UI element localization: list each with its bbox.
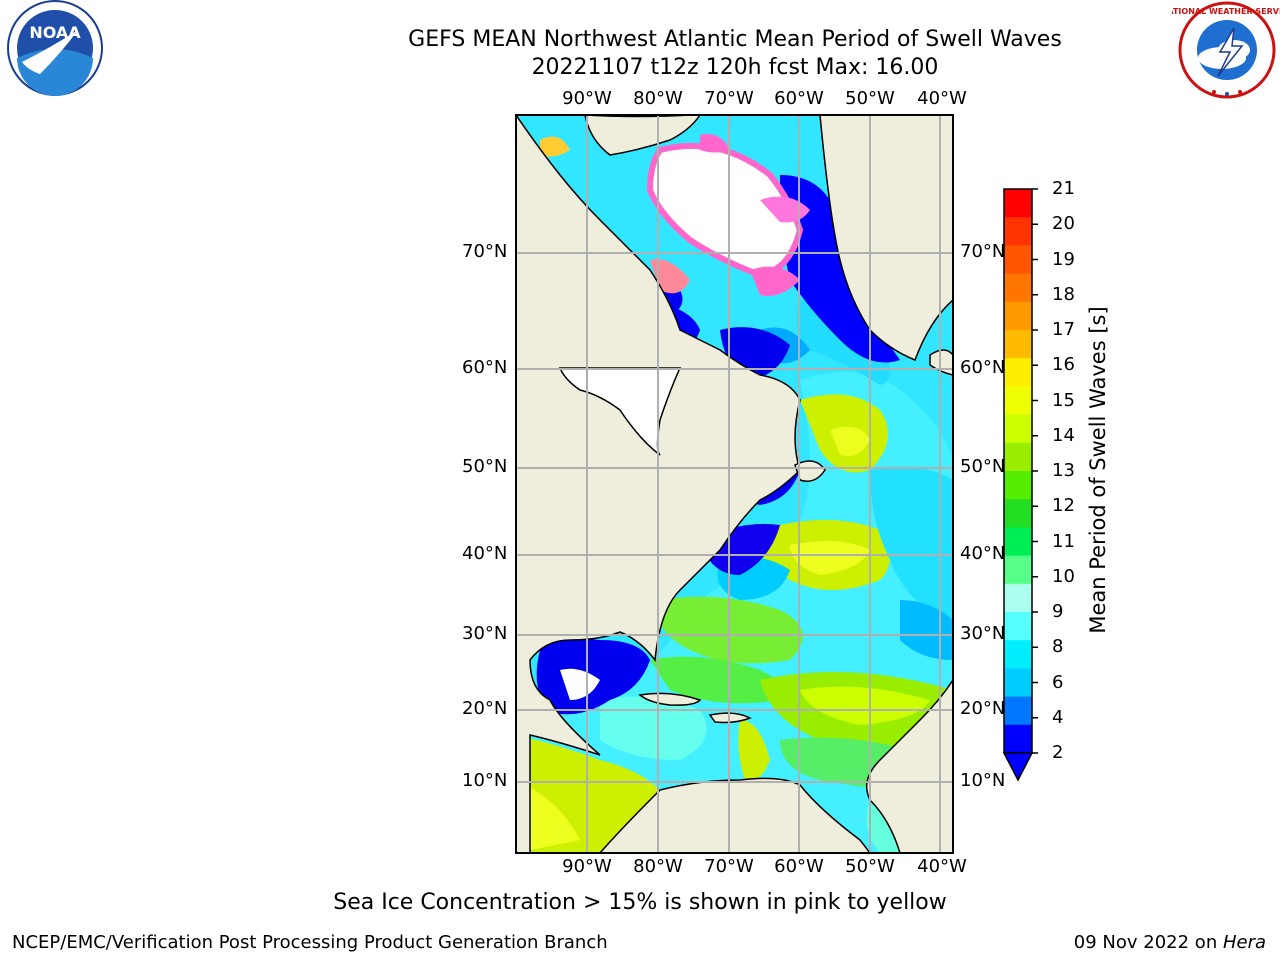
lat-label-left-40n: 40°N bbox=[462, 543, 508, 564]
chart-title: GEFS MEAN Northwest Atlantic Mean Period… bbox=[408, 27, 1062, 52]
colorbar-segment bbox=[1004, 273, 1032, 303]
colorbar-extend-arrow bbox=[1002, 752, 1034, 782]
lon-label-top-90w: 90°W bbox=[562, 88, 612, 109]
colorbar-tick-label: 9 bbox=[1052, 601, 1064, 622]
footer-date-text: 09 Nov 2022 on bbox=[1073, 932, 1223, 953]
colorbar bbox=[1004, 188, 1038, 754]
noaa-logo-icon: NOAA bbox=[7, 0, 103, 96]
colorbar-segment bbox=[1004, 583, 1032, 613]
lon-label-bottom-70w: 70°W bbox=[704, 856, 754, 877]
colorbar-title: Mean Period of Swell Waves [s] bbox=[1086, 306, 1110, 634]
lat-label-right-40n: 40°N bbox=[960, 543, 1006, 564]
colorbar-segment bbox=[1004, 442, 1032, 472]
colorbar-tick-label: 17 bbox=[1052, 319, 1075, 340]
lon-label-top-40w: 40°W bbox=[917, 88, 967, 109]
lat-label-left-30n: 30°N bbox=[462, 623, 508, 644]
colorbar-segment bbox=[1004, 555, 1032, 585]
colorbar-tick-label: 13 bbox=[1052, 460, 1075, 481]
colorbar-tick-label: 20 bbox=[1052, 213, 1075, 235]
noaa-logo-text: NOAA bbox=[29, 23, 81, 42]
colorbar-segment bbox=[1004, 612, 1032, 641]
lon-label-bottom-50w: 50°W bbox=[845, 856, 895, 877]
lat-label-right-60n: 60°N bbox=[960, 357, 1006, 378]
colorbar-tick-label: 4 bbox=[1052, 706, 1064, 728]
footer-date: 09 Nov 2022 on Hera bbox=[1074, 932, 1266, 953]
colorbar-segment bbox=[1004, 245, 1032, 275]
colorbar-segment bbox=[1004, 640, 1032, 669]
lat-label-left-20n: 20°N bbox=[462, 698, 508, 719]
footer-host: Hera bbox=[1222, 932, 1266, 953]
lat-label-left-60n: 60°N bbox=[462, 357, 508, 378]
colorbar-tick-label: 11 bbox=[1052, 530, 1075, 552]
lat-label-right-10n: 10°N bbox=[960, 770, 1006, 791]
lon-label-bottom-80w: 80°W bbox=[633, 856, 683, 877]
colorbar-tick-label: 2 bbox=[1052, 742, 1064, 763]
lon-label-bottom-90w: 90°W bbox=[562, 856, 612, 877]
colorbar-segment bbox=[1004, 217, 1032, 246]
colorbar-tick-label: 15 bbox=[1052, 389, 1075, 411]
colorbar-segment bbox=[1004, 414, 1032, 444]
chart-subtitle: 20221107 t12z 120h fcst Max: 16.00 bbox=[531, 55, 939, 80]
lat-label-right-70n: 70°N bbox=[960, 241, 1006, 262]
map-frame bbox=[515, 114, 954, 854]
lat-label-left-50n: 50°N bbox=[462, 456, 508, 477]
colorbar-tick-label: 16 bbox=[1052, 354, 1075, 376]
colorbar-segment bbox=[1004, 301, 1032, 331]
colorbar-tick-label: 21 bbox=[1052, 178, 1075, 199]
lon-label-bottom-60w: 60°W bbox=[774, 856, 824, 877]
colorbar-tick-label: 6 bbox=[1052, 671, 1064, 693]
lat-label-right-30n: 30°N bbox=[960, 623, 1006, 644]
lon-label-top-80w: 80°W bbox=[633, 88, 683, 109]
colorbar-segment bbox=[1004, 696, 1032, 726]
colorbar-tick-label: 14 bbox=[1052, 424, 1075, 446]
nws-logo-text: NATIONAL WEATHER SERVICE bbox=[1172, 7, 1280, 16]
colorbar-segment bbox=[1004, 358, 1032, 387]
colorbar-segment bbox=[1004, 471, 1032, 500]
lon-label-top-70w: 70°W bbox=[704, 88, 754, 109]
colorbar-segment bbox=[1004, 189, 1032, 218]
lat-label-right-20n: 20°N bbox=[960, 698, 1006, 719]
colorbar-segment bbox=[1004, 724, 1032, 754]
colorbar-segment bbox=[1004, 330, 1032, 359]
colorbar-segment bbox=[1004, 668, 1032, 698]
colorbar-tick-label: 18 bbox=[1052, 283, 1075, 305]
colorbar-segment bbox=[1004, 499, 1032, 528]
graticule bbox=[516, 115, 953, 853]
colorbar-segment bbox=[1004, 386, 1032, 416]
colorbar-segment bbox=[1004, 527, 1032, 557]
colorbar-tick-label: 19 bbox=[1052, 248, 1075, 270]
lat-label-right-50n: 50°N bbox=[960, 456, 1006, 477]
footer-credit: NCEP/EMC/Verification Post Processing Pr… bbox=[12, 932, 608, 953]
lat-label-left-70n: 70°N bbox=[462, 241, 508, 262]
lat-label-left-10n: 10°N bbox=[462, 770, 508, 791]
colorbar-tick-label: 12 bbox=[1052, 495, 1075, 517]
sea-ice-note: Sea Ice Concentration > 15% is shown in … bbox=[333, 890, 947, 915]
wave-field bbox=[516, 300, 953, 853]
lon-label-bottom-40w: 40°W bbox=[917, 856, 967, 877]
colorbar-tick-label: 8 bbox=[1052, 636, 1064, 658]
colorbar-tick-label: 10 bbox=[1052, 565, 1075, 587]
nws-logo-icon: NATIONAL WEATHER SERVICE bbox=[1172, 1, 1280, 99]
lon-label-top-60w: 60°W bbox=[774, 88, 824, 109]
lon-label-top-50w: 50°W bbox=[845, 88, 895, 109]
